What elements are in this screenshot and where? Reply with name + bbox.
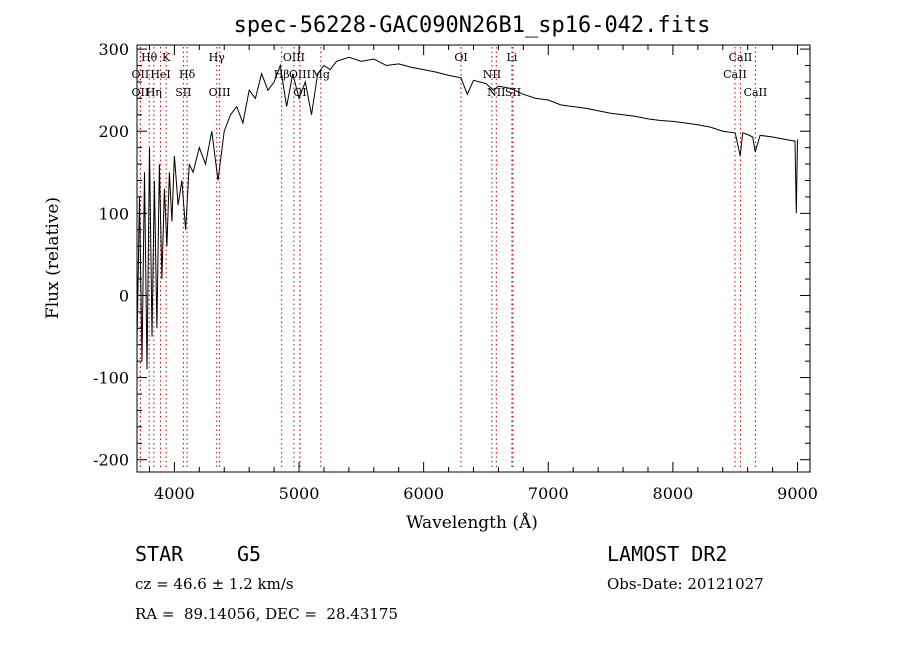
object-subclass: G5 [237, 542, 262, 566]
y-axis-ticks: -200 -100 0 100 200 300 [93, 40, 810, 470]
line-marker-label: Li [506, 51, 517, 64]
line-marker-label: CaII [729, 51, 753, 64]
redshift-velocity: cz = 46.6 ± 1.2 km/s [135, 575, 294, 593]
y-tick-label: 0 [119, 286, 129, 305]
y-tick-label: -200 [93, 451, 129, 470]
line-marker-label: OI [454, 51, 467, 64]
y-tick-label: 300 [98, 40, 129, 59]
spectrum-chart: spec-56228-GAC090N26B1_sp16-042.fits Hθ K… [43, 13, 818, 533]
line-marker-label: Hδ [179, 68, 196, 81]
x-axis-label: Wavelength (Å) [406, 512, 538, 533]
line-marker-label: HeI [150, 68, 170, 81]
x-tick-label: 9000 [777, 484, 818, 503]
x-tick-label: 4000 [154, 484, 195, 503]
line-marker-label: CaII [744, 86, 768, 99]
observation-date: Obs-Date: 20121027 [607, 575, 764, 593]
line-marker-label: K [162, 51, 171, 64]
y-axis-label: Flux (relative) [43, 197, 63, 319]
y-tick-label: 200 [98, 122, 129, 141]
object-class: STAR [135, 542, 184, 566]
survey-name: LAMOST DR2 [607, 542, 728, 566]
y-tick-label: -100 [93, 369, 129, 388]
line-marker-label: Hγ [209, 51, 226, 64]
line-marker-label: SII [175, 86, 191, 99]
x-tick-label: 8000 [653, 484, 694, 503]
line-marker-label: OIII [283, 51, 305, 64]
line-marker-label: NII [483, 68, 501, 81]
line-marker-label: CaII [723, 68, 747, 81]
chart-title: spec-56228-GAC090N26B1_sp16-042.fits [234, 13, 711, 38]
line-marker-label: OIII [209, 86, 231, 99]
x-tick-label: 6000 [403, 484, 444, 503]
x-axis-ticks: 4000 5000 6000 7000 8000 9000 [148, 45, 818, 503]
y-tick-label: 100 [98, 204, 129, 223]
line-marker-label: Hθ [141, 51, 158, 64]
line-marker-label: OII [132, 86, 150, 99]
spectrum-line [136, 56, 798, 370]
x-tick-label: 7000 [528, 484, 569, 503]
spectrum-series [136, 56, 798, 370]
line-marker-label: Mg [312, 68, 330, 81]
x-tick-label: 5000 [279, 484, 320, 503]
line-marker-label: Hη [146, 86, 162, 99]
ra-dec-coordinates: RA = 89.14056, DEC = 28.43175 [135, 605, 399, 623]
line-marker-label: SII [505, 86, 521, 99]
